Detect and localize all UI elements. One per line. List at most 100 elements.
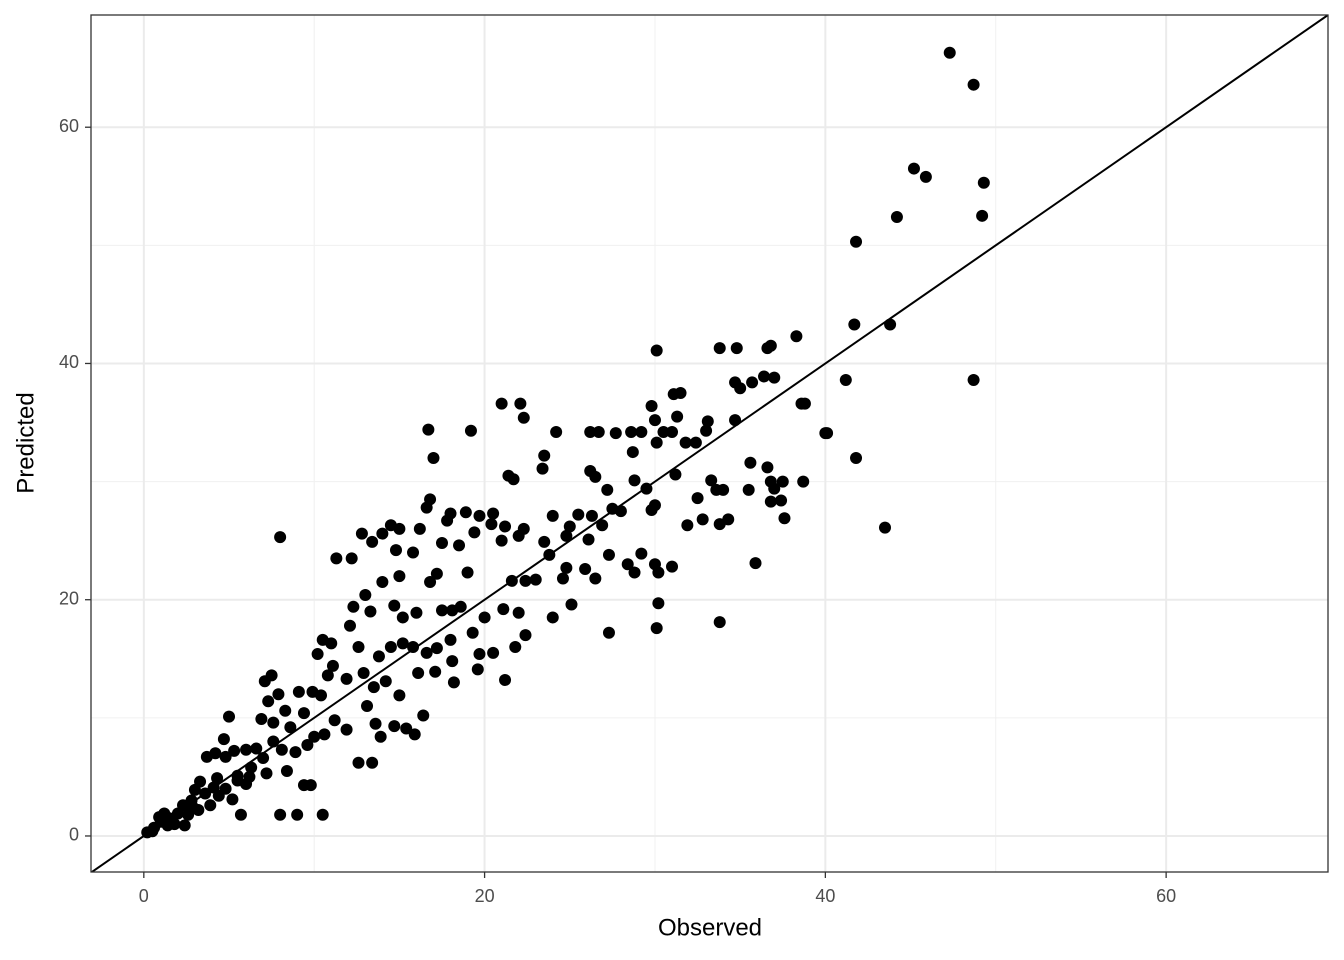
point bbox=[223, 710, 236, 723]
point bbox=[512, 606, 525, 619]
point bbox=[420, 646, 433, 659]
point bbox=[355, 527, 368, 540]
point bbox=[243, 770, 256, 783]
y-tick-label: 20 bbox=[59, 588, 79, 608]
point bbox=[734, 382, 747, 395]
point bbox=[514, 397, 527, 410]
point bbox=[596, 519, 609, 532]
point bbox=[473, 648, 486, 661]
point bbox=[427, 451, 440, 464]
point bbox=[701, 415, 714, 428]
point bbox=[260, 767, 273, 780]
point bbox=[413, 522, 426, 535]
point bbox=[585, 509, 598, 522]
point bbox=[388, 599, 401, 612]
point bbox=[550, 425, 563, 438]
point bbox=[495, 534, 508, 547]
point bbox=[366, 756, 379, 769]
point bbox=[713, 518, 726, 531]
point bbox=[226, 793, 239, 806]
point bbox=[666, 425, 679, 438]
point bbox=[821, 427, 834, 440]
point bbox=[943, 46, 956, 59]
point bbox=[601, 483, 614, 496]
y-tick-label: 60 bbox=[59, 116, 79, 136]
point bbox=[657, 425, 670, 438]
point bbox=[565, 598, 578, 611]
point bbox=[775, 494, 788, 507]
point bbox=[326, 659, 339, 672]
point bbox=[376, 576, 389, 589]
point bbox=[468, 526, 481, 539]
point bbox=[878, 521, 891, 534]
point bbox=[507, 473, 520, 486]
point bbox=[967, 78, 980, 91]
point bbox=[499, 674, 512, 687]
point bbox=[454, 600, 467, 613]
point bbox=[471, 663, 484, 676]
point bbox=[742, 483, 755, 496]
point bbox=[606, 502, 619, 515]
point bbox=[364, 605, 377, 618]
point bbox=[626, 446, 639, 459]
point bbox=[635, 547, 648, 560]
x-tick-label: 0 bbox=[139, 886, 149, 906]
point bbox=[297, 707, 310, 720]
point bbox=[308, 730, 321, 743]
point bbox=[650, 436, 663, 449]
point bbox=[304, 779, 317, 792]
point bbox=[459, 506, 472, 519]
point bbox=[478, 611, 491, 624]
point bbox=[560, 529, 573, 542]
point bbox=[352, 640, 365, 653]
point bbox=[691, 492, 704, 505]
point bbox=[446, 655, 459, 668]
point bbox=[473, 509, 486, 522]
point bbox=[710, 483, 723, 496]
point bbox=[275, 743, 288, 756]
point bbox=[579, 563, 592, 576]
point bbox=[890, 210, 903, 223]
point bbox=[744, 456, 757, 469]
point bbox=[977, 176, 990, 189]
point bbox=[396, 637, 409, 650]
point bbox=[848, 318, 861, 331]
point bbox=[444, 633, 457, 646]
point bbox=[352, 756, 365, 769]
point bbox=[447, 676, 460, 689]
point bbox=[705, 474, 718, 487]
point bbox=[284, 721, 297, 734]
point bbox=[424, 493, 437, 506]
point bbox=[384, 640, 397, 653]
point bbox=[376, 527, 389, 540]
point bbox=[761, 461, 774, 474]
point bbox=[345, 552, 358, 565]
point bbox=[340, 723, 353, 736]
point bbox=[194, 775, 207, 788]
point bbox=[393, 570, 406, 583]
point bbox=[495, 397, 508, 410]
point bbox=[316, 808, 329, 821]
point bbox=[529, 573, 542, 586]
x-axis-title: Observed bbox=[658, 914, 762, 941]
point bbox=[645, 399, 658, 412]
point bbox=[367, 681, 380, 694]
point bbox=[648, 499, 661, 512]
point bbox=[316, 633, 329, 646]
point bbox=[713, 616, 726, 629]
point bbox=[291, 808, 304, 821]
point bbox=[262, 695, 275, 708]
point bbox=[487, 507, 500, 520]
point bbox=[204, 799, 217, 812]
point bbox=[790, 330, 803, 343]
point bbox=[517, 411, 530, 424]
point bbox=[681, 519, 694, 532]
point bbox=[379, 675, 392, 688]
point bbox=[158, 807, 171, 820]
x-tick-label: 60 bbox=[1156, 886, 1176, 906]
reference-line bbox=[91, 15, 1328, 872]
point bbox=[461, 566, 474, 579]
point bbox=[343, 619, 356, 632]
point bbox=[538, 535, 551, 548]
